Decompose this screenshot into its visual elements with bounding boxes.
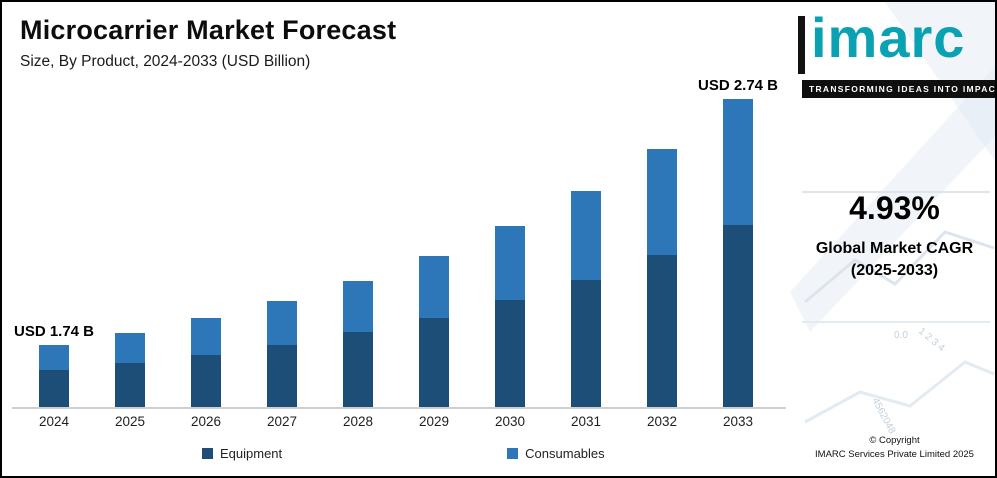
imarc-logo-text: imarc [811,6,966,69]
imarc-tagline: TRANSFORMING IDEAS INTO IMPACT [802,80,995,98]
stacked-bar-2031 [571,191,601,407]
bar-slot-2026 [188,318,224,407]
consumables-segment-2032 [647,149,677,255]
x-axis-labels: 2024 2025 2026 2027 2028 2029 2030 2031 2032 2033 [36,414,756,429]
imarc-logo-bar-icon [798,16,805,74]
equipment-segment-2027 [267,345,297,407]
stacked-bar-2032 [647,149,677,407]
bar-slot-2033: USD 2.74 B [698,77,778,407]
chart-area: Microcarrier Market Forecast Size, By Pr… [2,2,790,476]
equipment-segment-2032 [647,255,677,407]
legend-swatch-equipment [202,448,213,459]
cagr-period: (2025-2033) [850,262,939,279]
chart-legend: Equipment Consumables [202,446,605,461]
x-tick-label-2028: 2028 [342,414,374,429]
x-tick-label-2029: 2029 [418,414,450,429]
copyright-notice: © Copyright IMARC Services Private Limit… [790,434,995,463]
consumables-segment-2031 [571,191,601,280]
equipment-segment-2031 [571,280,601,407]
consumables-segment-2030 [495,226,525,300]
stacked-bar-2028 [343,281,373,407]
stacked-bar-2027 [267,301,297,407]
bar-slot-2031 [568,191,604,407]
stacked-bar-2024 [39,345,69,407]
stacked-bar-2030 [495,226,525,407]
consumables-segment-2026 [191,318,221,355]
equipment-segment-2028 [343,332,373,407]
equipment-segment-2025 [115,363,145,407]
equipment-segment-2030 [495,300,525,407]
consumables-segment-2024 [39,345,69,370]
bar-slot-2027 [264,301,300,407]
bar-chart: USD 1.74 B USD 2.74 B [14,77,778,407]
consumables-segment-2029 [419,256,449,318]
bar-slot-2030 [492,226,528,407]
value-annotation-2033: USD 2.74 B [697,77,779,94]
consumables-segment-2028 [343,281,373,332]
equipment-segment-2029 [419,318,449,407]
legend-label-equipment: Equipment [220,446,283,461]
cagr-value: 4.93% [849,190,940,226]
x-tick-label-2033: 2033 [722,414,754,429]
legend-item-equipment: Equipment [202,446,282,461]
stacked-bar-2033 [723,99,753,407]
stacked-bar-2025 [115,333,145,407]
x-tick-label-2027: 2027 [266,414,298,429]
legend-item-consumables: Consumables [507,446,605,461]
x-tick-label-2026: 2026 [190,414,222,429]
bar-slot-2024: USD 1.74 B [14,323,94,407]
x-tick-label-2030: 2030 [494,414,526,429]
bar-slot-2025 [112,333,148,407]
copyright-line2: IMARC Services Private Limited 2025 [815,448,974,460]
x-tick-label-2031: 2031 [570,414,602,429]
consumables-segment-2025 [115,333,145,363]
legend-swatch-consumables [507,448,519,459]
copyright-line1: © Copyright [869,434,920,446]
cagr-label: Global Market CAGR [815,240,974,257]
x-tick-label-2025: 2025 [114,414,146,429]
chart-subtitle: Size, By Product, 2024-2033 (USD Billion… [20,53,311,70]
equipment-segment-2026 [191,355,221,407]
value-annotation-2024: USD 1.74 B [13,323,95,340]
stacked-bar-2026 [191,318,221,407]
sidebar: 0.0 1 2 3 4 4562048 imarc TRANSFORMING I… [790,2,995,476]
consumables-segment-2033 [723,99,753,225]
bar-slot-2032 [644,149,680,407]
x-tick-label-2024: 2024 [38,414,70,429]
x-axis-line [12,407,786,409]
imarc-logo: imarc [798,10,965,74]
bar-slot-2029 [416,256,452,407]
legend-label-consumables: Consumables [525,446,605,461]
x-tick-label-2032: 2032 [646,414,678,429]
bar-slot-2028 [340,281,376,407]
equipment-segment-2033 [723,225,753,407]
watermark-number: 0.0 [894,330,908,341]
stacked-bar-2029 [419,256,449,407]
chart-title: Microcarrier Market Forecast [20,15,397,45]
consumables-segment-2027 [267,301,297,345]
equipment-segment-2024 [39,370,69,407]
